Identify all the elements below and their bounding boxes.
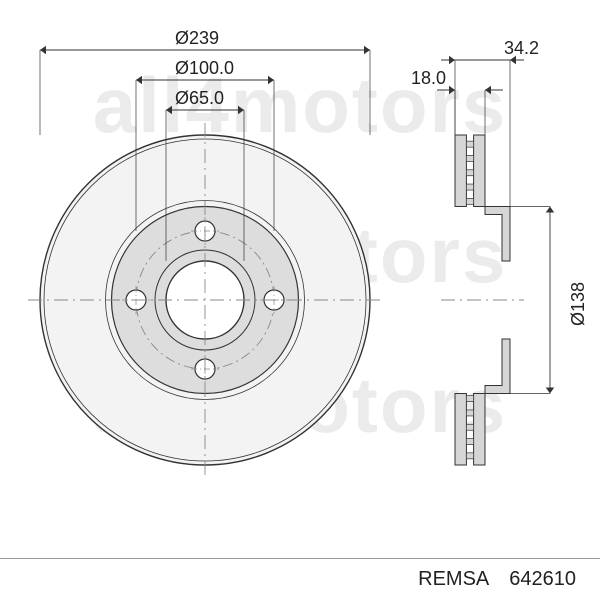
dimension-disc-width: 18.0: [411, 68, 446, 89]
dimension-outer-diameter: Ø239: [175, 28, 219, 49]
footer-bar: REMSA 642610: [0, 558, 600, 600]
dimension-hat-diameter: Ø138: [568, 282, 589, 326]
dimension-total-width: 34.2: [504, 38, 539, 59]
part-number-label: 642610: [509, 568, 576, 591]
dimension-bore: Ø65.0: [175, 88, 224, 109]
technical-drawing: [0, 0, 600, 600]
brand-label: REMSA: [418, 568, 489, 591]
dimension-bolt-circle: Ø100.0: [175, 58, 234, 79]
